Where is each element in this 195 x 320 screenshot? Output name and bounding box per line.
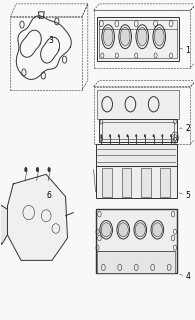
Circle shape <box>161 134 163 137</box>
Circle shape <box>127 134 129 137</box>
Text: 5: 5 <box>186 190 191 200</box>
Text: 3: 3 <box>48 36 53 45</box>
Text: 1: 1 <box>186 45 190 55</box>
Circle shape <box>24 167 27 172</box>
Ellipse shape <box>135 223 145 237</box>
Circle shape <box>118 134 120 137</box>
Circle shape <box>153 134 155 137</box>
Ellipse shape <box>103 28 113 46</box>
Ellipse shape <box>152 223 162 237</box>
Bar <box>96 166 177 198</box>
Bar <box>99 20 177 58</box>
Ellipse shape <box>120 28 130 46</box>
Bar <box>96 209 177 273</box>
Bar <box>98 251 175 273</box>
Circle shape <box>135 134 137 137</box>
Circle shape <box>109 134 111 137</box>
Ellipse shape <box>137 28 147 46</box>
Circle shape <box>48 167 51 172</box>
Bar <box>160 168 170 197</box>
Circle shape <box>144 134 146 137</box>
Bar <box>98 90 179 119</box>
Bar <box>102 122 174 139</box>
Text: 6: 6 <box>46 190 51 200</box>
Polygon shape <box>7 174 67 260</box>
Ellipse shape <box>101 223 111 237</box>
Circle shape <box>170 134 172 137</box>
Text: 2: 2 <box>186 124 190 132</box>
Bar <box>98 17 179 61</box>
Ellipse shape <box>118 223 128 237</box>
Bar <box>141 168 151 197</box>
Bar <box>102 168 112 197</box>
Ellipse shape <box>154 28 164 46</box>
Text: 4: 4 <box>186 272 191 281</box>
Bar <box>99 119 177 142</box>
Polygon shape <box>0 203 7 244</box>
Circle shape <box>36 167 39 172</box>
Circle shape <box>100 134 102 137</box>
Polygon shape <box>96 144 177 166</box>
Bar <box>122 168 131 197</box>
Bar <box>96 144 177 166</box>
